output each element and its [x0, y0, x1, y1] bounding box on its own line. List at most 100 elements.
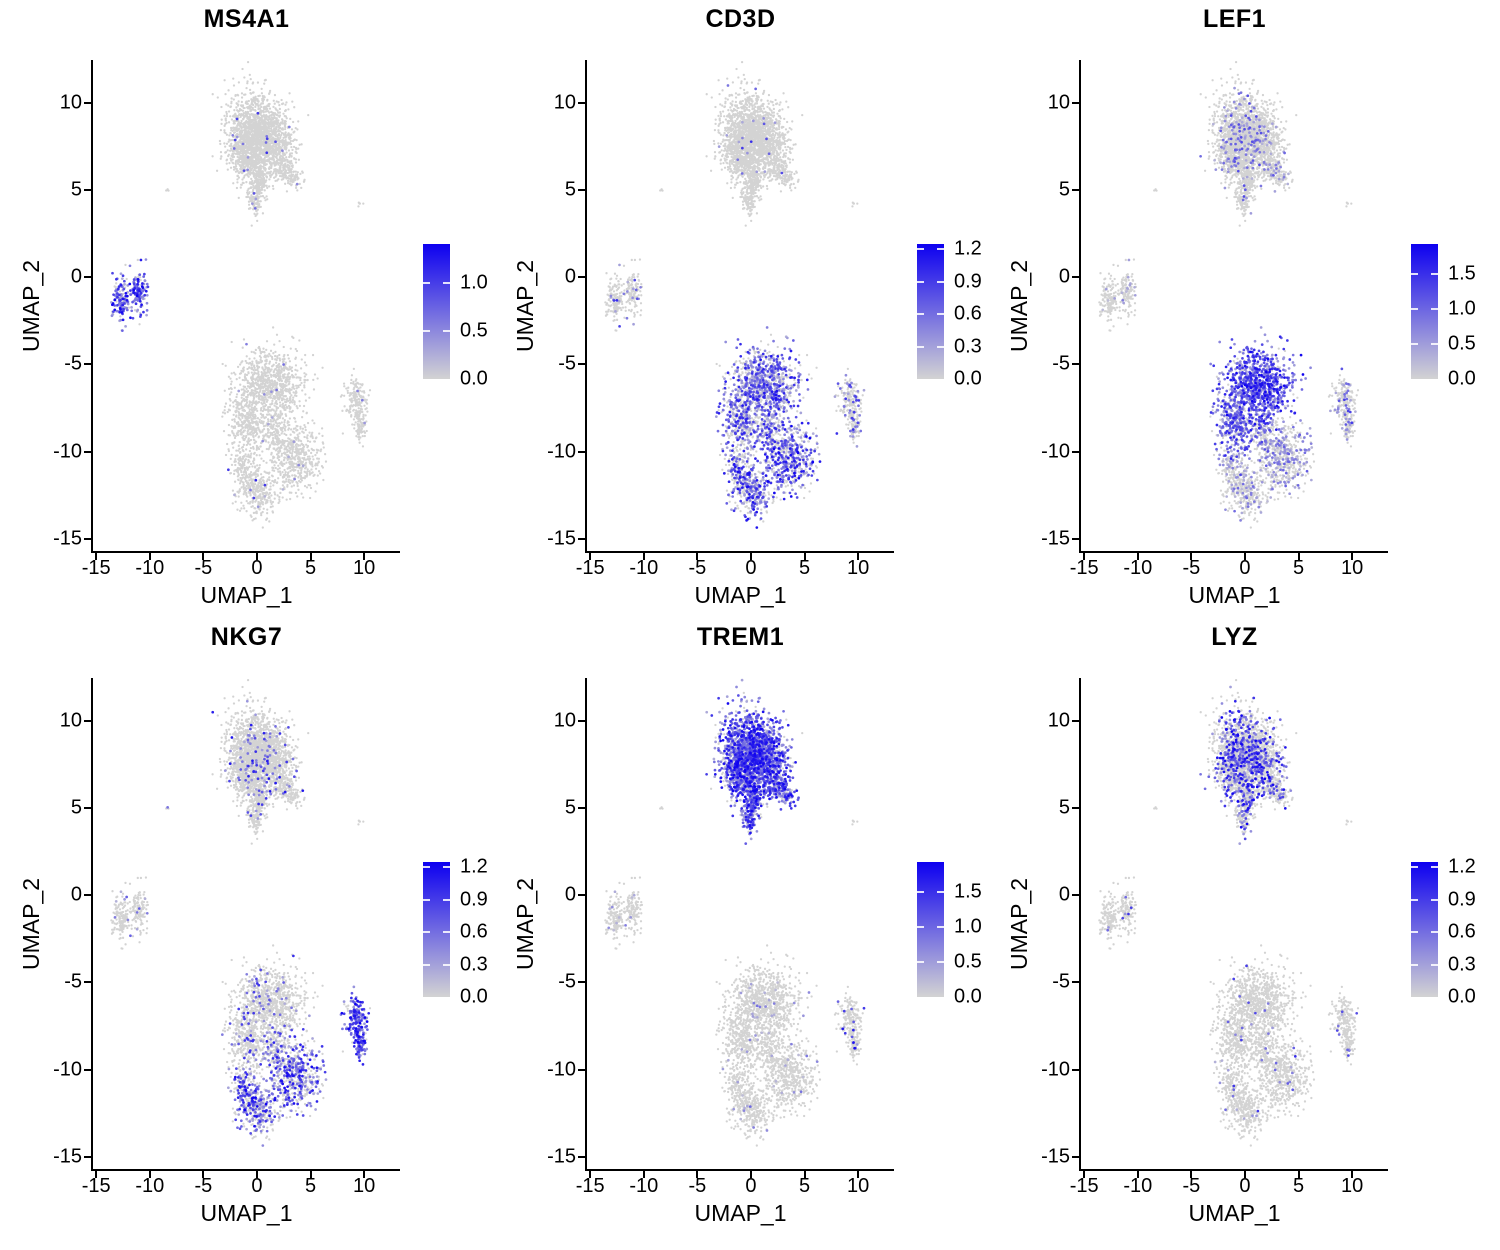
- y-tick-mark: [84, 537, 91, 540]
- colorbar-tick-label: 0.6: [1448, 920, 1476, 943]
- y-tick-label: 5: [1058, 178, 1070, 201]
- y-tick-label: -10: [1041, 440, 1070, 463]
- x-tick-mark: [363, 1171, 366, 1178]
- y-axis-line: [585, 60, 587, 553]
- y-tick-label: 10: [553, 709, 576, 732]
- y-tick-label: 0: [70, 265, 82, 288]
- x-tick-mark: [309, 1171, 312, 1178]
- colorbar-tick-mark: [1411, 342, 1418, 345]
- x-tick-mark: [696, 1171, 699, 1178]
- colorbar-tick-mark: [423, 329, 430, 332]
- x-tick-mark: [255, 1171, 258, 1178]
- colorbar-tick-mark: [423, 281, 430, 284]
- panel-nkg7: NKG7 UMAP_2 UMAP_1 1.2 0.9 0.6 0.3 0.0 -15 -1…: [0, 618, 494, 1236]
- colorbar-tick-label: 1.0: [460, 271, 488, 294]
- colorbar-tick-label: 0.6: [460, 920, 488, 943]
- y-tick-mark: [84, 276, 91, 279]
- x-tick-label: 10: [1340, 557, 1364, 579]
- x-tick-mark: [1136, 553, 1139, 560]
- x-tick-mark: [857, 553, 860, 560]
- y-tick-label: -15: [53, 1145, 82, 1168]
- y-tick-label: 10: [1047, 709, 1070, 732]
- colorbar-tick-label: 0.9: [1448, 888, 1476, 911]
- colorbar-tick-mark: [443, 866, 450, 869]
- y-tick-label: -15: [53, 527, 82, 550]
- colorbar-tick-mark: [917, 313, 924, 316]
- x-tick-label: 0: [1239, 557, 1251, 579]
- x-axis-line: [1079, 551, 1388, 553]
- colorbar-tick-label: 1.2: [460, 855, 488, 878]
- expression-colorbar: 1.2 0.9 0.6 0.3 0.0: [423, 856, 501, 1008]
- umap-scatter-canvas: [1081, 678, 1388, 1169]
- x-tick-label: -10: [135, 557, 165, 579]
- y-tick-mark: [578, 1155, 585, 1158]
- x-tick-label: 10: [846, 557, 870, 579]
- colorbar-tick-mark: [937, 925, 944, 928]
- y-tick-mark: [1072, 894, 1079, 897]
- x-tick-mark: [749, 1171, 752, 1178]
- colorbar-tick-mark: [1411, 963, 1418, 966]
- x-tick-label: -5: [1182, 557, 1201, 579]
- y-tick-label: 5: [70, 178, 82, 201]
- colorbar-gradient: [423, 862, 450, 997]
- y-tick-label: -5: [64, 352, 82, 375]
- x-axis-label: UMAP_1: [200, 1200, 293, 1226]
- x-tick-label: 10: [846, 1175, 870, 1197]
- colorbar-tick-mark: [423, 931, 430, 934]
- x-tick-label: -10: [629, 557, 659, 579]
- y-tick-mark: [578, 450, 585, 453]
- x-tick-mark: [642, 1171, 645, 1178]
- y-tick-mark: [578, 363, 585, 366]
- x-tick-mark: [1297, 553, 1300, 560]
- colorbar-tick-label: 0.5: [460, 319, 488, 342]
- y-tick-label: -5: [1052, 970, 1070, 993]
- y-tick-mark: [84, 981, 91, 984]
- y-tick-mark: [578, 101, 585, 104]
- x-axis-label: UMAP_1: [200, 582, 293, 608]
- panel-lef1: LEF1 UMAP_2 UMAP_1 1.5 1.0 0.5 0.0 -15 -10 -5…: [988, 0, 1482, 618]
- x-tick-mark: [803, 553, 806, 560]
- umap-scatter-canvas: [93, 678, 400, 1169]
- x-tick-mark: [857, 1171, 860, 1178]
- x-tick-mark: [589, 1171, 592, 1178]
- y-tick-label: -5: [558, 352, 576, 375]
- y-tick-label: -10: [1041, 1058, 1070, 1081]
- colorbar-tick-mark: [443, 281, 450, 284]
- colorbar-tick-label: 0.3: [1448, 953, 1476, 976]
- y-tick-mark: [1072, 719, 1079, 722]
- y-tick-label: 0: [70, 883, 82, 906]
- x-tick-label: 5: [1292, 557, 1305, 579]
- panel-title: TREM1: [696, 623, 785, 651]
- panel-cd3d: CD3D UMAP_2 UMAP_1 1.2 0.9 0.6 0.3 0.0 -15 -1…: [494, 0, 988, 618]
- colorbar-tick-mark: [1411, 898, 1418, 901]
- y-axis-line: [91, 60, 93, 553]
- x-tick-label: 5: [304, 1175, 317, 1197]
- x-tick-label: -10: [135, 1175, 165, 1197]
- x-tick-mark: [1351, 553, 1354, 560]
- y-tick-label: 10: [59, 91, 82, 114]
- x-tick-mark: [363, 553, 366, 560]
- y-tick-mark: [1072, 1068, 1079, 1071]
- panel-title: LEF1: [1202, 5, 1267, 33]
- colorbar-gradient: [1411, 244, 1438, 379]
- colorbar-tick-mark: [423, 898, 430, 901]
- colorbar-tick-label: 0.5: [954, 950, 982, 973]
- colorbar-tick-mark: [917, 960, 924, 963]
- x-tick-mark: [1190, 553, 1193, 560]
- colorbar-tick-label: 0.5: [1448, 332, 1476, 355]
- x-axis-line: [585, 551, 894, 553]
- x-tick-label: -15: [1069, 1175, 1099, 1197]
- y-tick-mark: [84, 806, 91, 809]
- y-tick-mark: [1072, 981, 1079, 984]
- colorbar-tick-mark: [917, 345, 924, 348]
- x-tick-mark: [749, 553, 752, 560]
- x-axis-line: [91, 551, 400, 553]
- expression-colorbar: 1.2 0.9 0.6 0.3 0.0: [1411, 856, 1489, 1008]
- y-tick-label: -10: [547, 1058, 576, 1081]
- umap-scatter-canvas: [587, 678, 894, 1169]
- colorbar-tick-label: 1.5: [954, 880, 982, 903]
- colorbar-tick-mark: [937, 345, 944, 348]
- y-tick-label: 5: [70, 796, 82, 819]
- x-tick-label: -5: [688, 557, 707, 579]
